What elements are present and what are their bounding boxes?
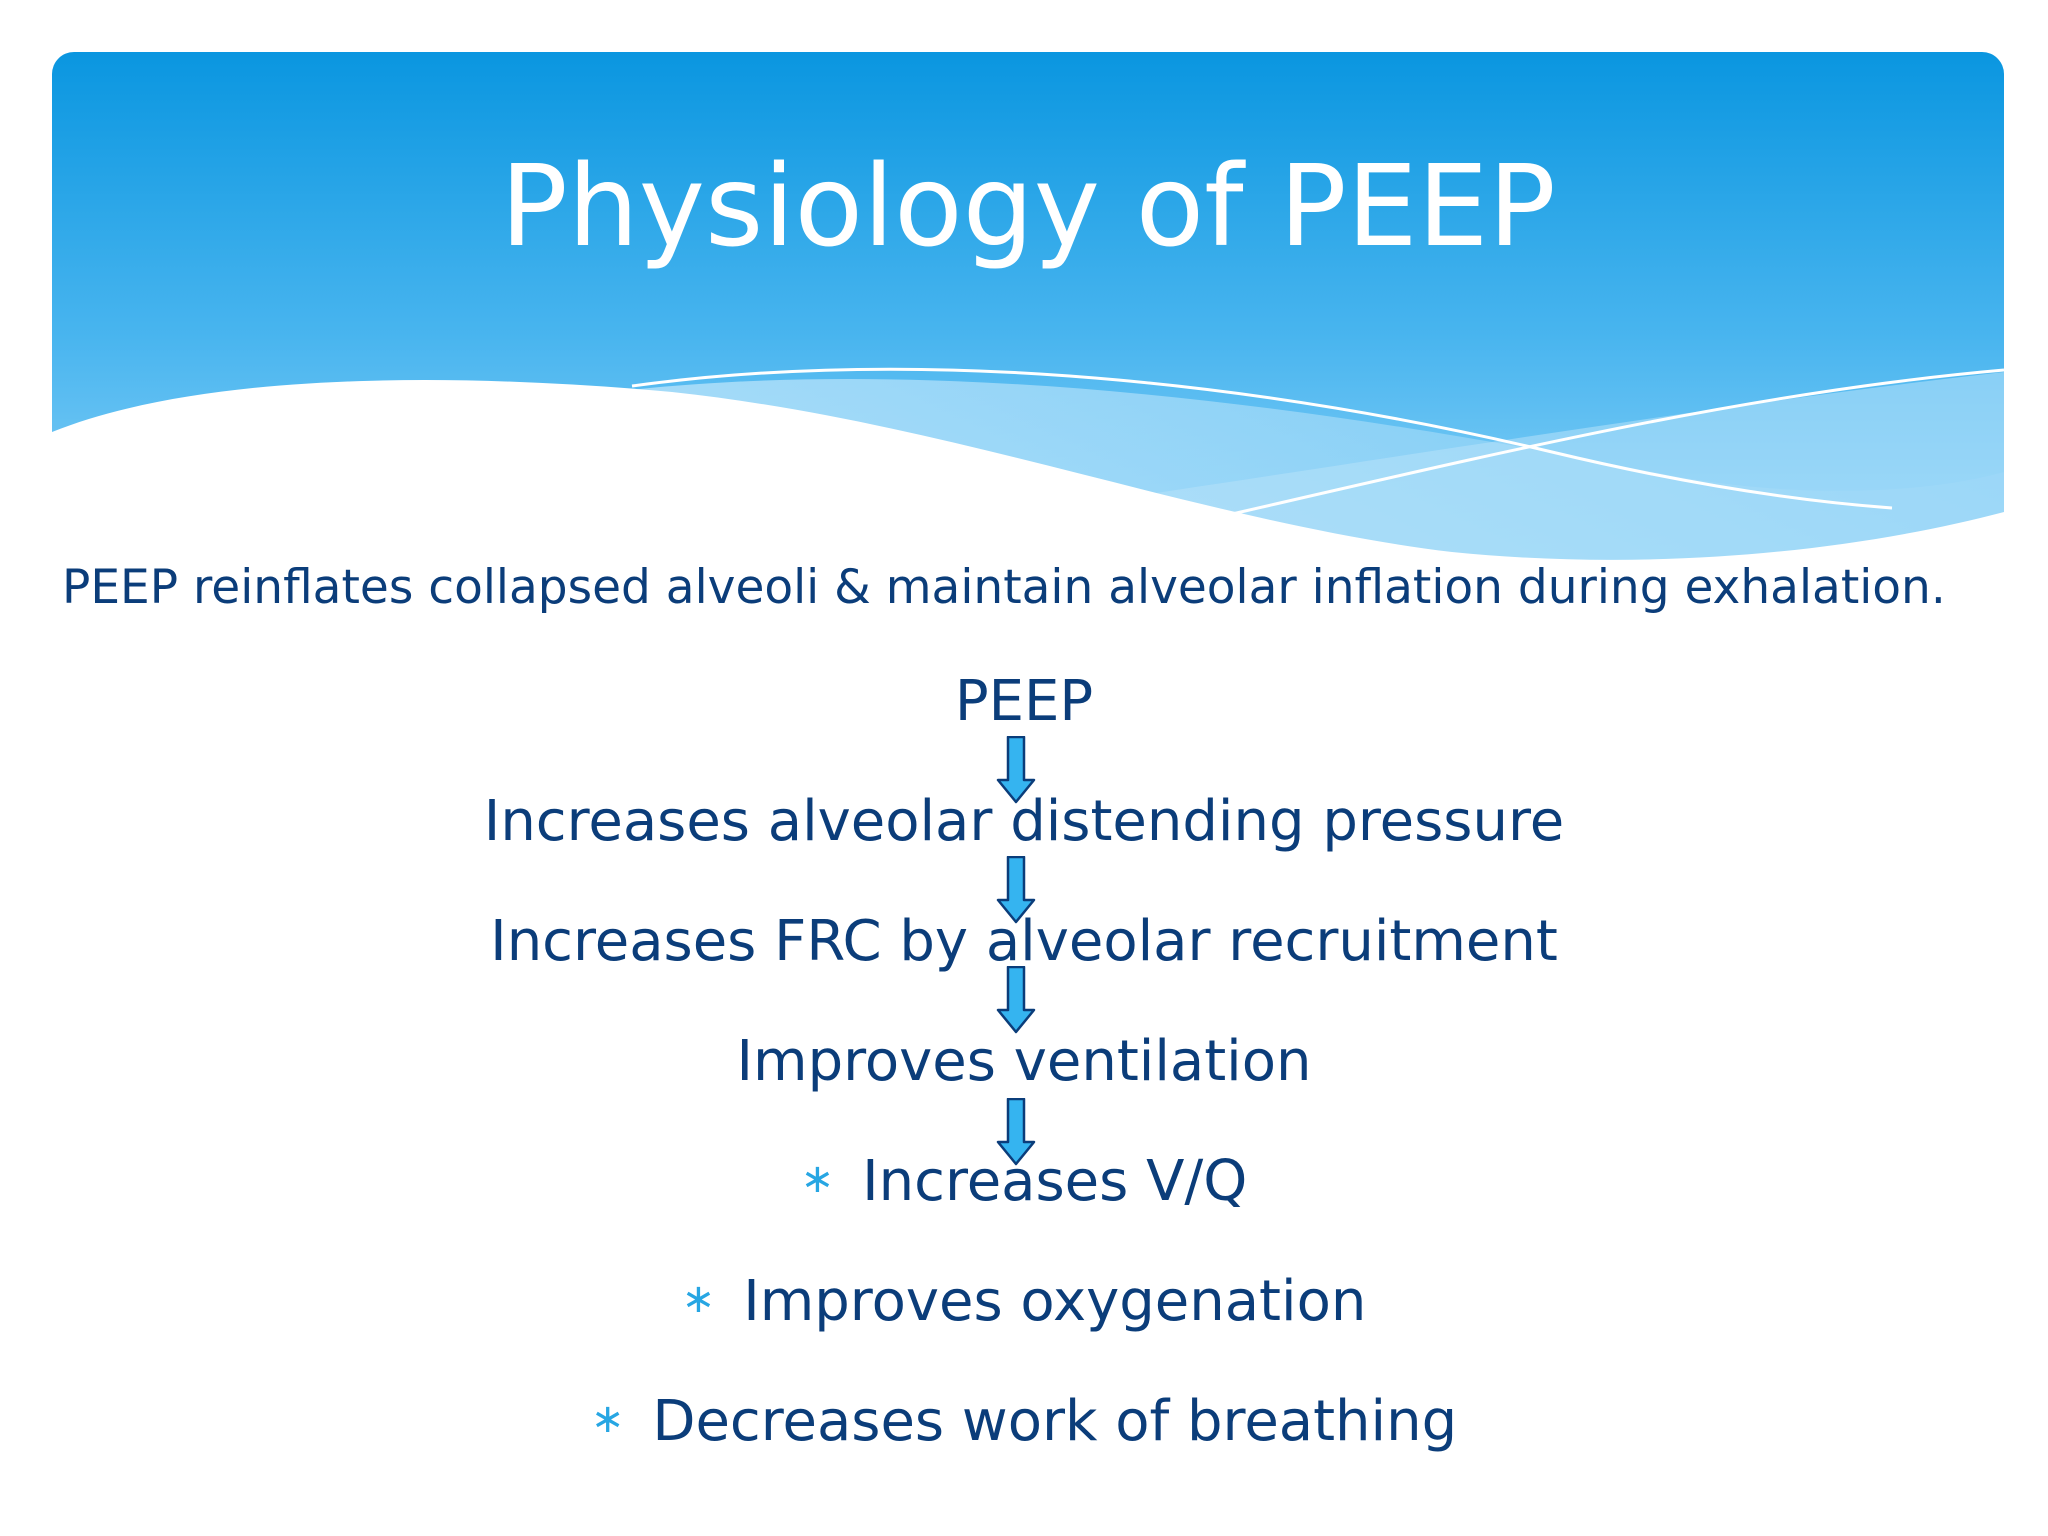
bullet-text: Improves oxygenation [743, 1269, 1367, 1334]
asterisk-bullet-icon: ∗ [681, 1276, 716, 1322]
asterisk-bullet-icon: ∗ [800, 1156, 835, 1202]
flow-step-ventilation: Improves ventilation [736, 1029, 1312, 1094]
bullet-item: ∗ Increases V/Q [0, 1148, 2048, 1215]
header-banner [52, 52, 2004, 572]
down-arrow-icon [996, 856, 1036, 924]
bullet-text: Decreases work of breathing [652, 1389, 1458, 1454]
down-arrow-icon [996, 966, 1036, 1034]
wave-background [52, 52, 2004, 572]
asterisk-bullet-icon: ∗ [590, 1396, 625, 1442]
bullet-item: ∗ Improves oxygenation [0, 1268, 2048, 1335]
intro-text: PEEP reinflates collapsed alveoli & main… [62, 560, 1946, 615]
down-arrow-icon [996, 736, 1036, 804]
slide-title: Physiology of PEEP [500, 142, 1556, 272]
bullet-text: Increases V/Q [862, 1149, 1248, 1214]
flow-step-frc-recruitment: Increases FRC by alveolar recruitment [490, 909, 1558, 974]
bullet-item: ∗ Decreases work of breathing [0, 1388, 2048, 1455]
down-arrow-icon [996, 1098, 1036, 1166]
flow-step-distending-pressure: Increases alveolar distending pressure [483, 789, 1565, 854]
flow-step-peep: PEEP [954, 669, 1094, 734]
